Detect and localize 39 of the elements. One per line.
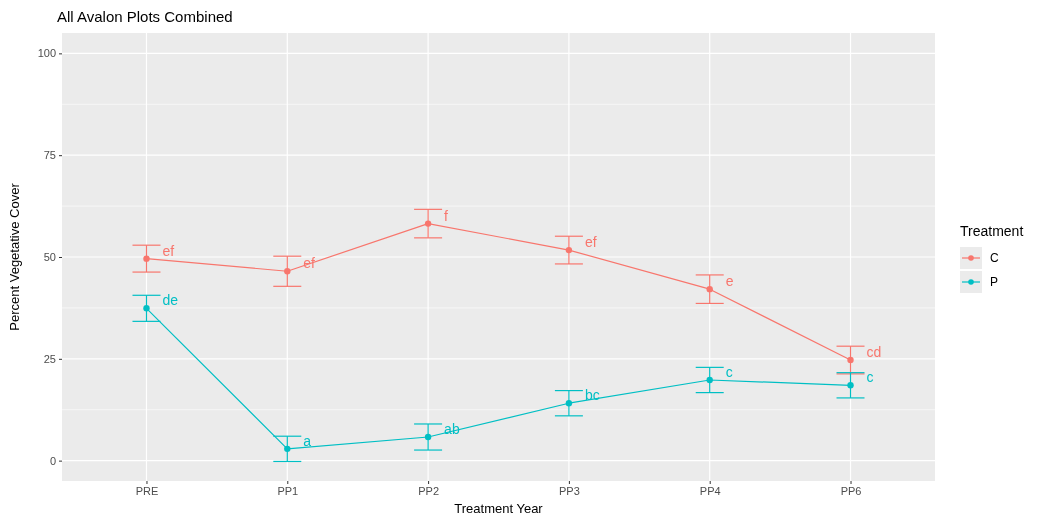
- legend-label: C: [990, 251, 999, 265]
- data-label: a: [303, 432, 312, 449]
- data-label: c: [725, 364, 733, 380]
- x-tick-label: PP3: [559, 484, 580, 497]
- y-tick-label: 100: [37, 47, 56, 60]
- y-tick-label: 0: [49, 454, 56, 467]
- point: [565, 400, 573, 407]
- point: [706, 376, 713, 384]
- x-tick-label: PP6: [840, 484, 862, 497]
- data-label: ef: [162, 242, 175, 259]
- point: [143, 255, 150, 262]
- data-label: bc: [584, 387, 600, 404]
- point: [706, 285, 713, 293]
- point: [565, 246, 573, 254]
- point: [284, 268, 291, 275]
- x-tick-label: PRE: [135, 484, 159, 497]
- point: [284, 445, 291, 453]
- chart-title: All Avalon Plots Combined: [57, 8, 233, 25]
- y-tick-label: 50: [43, 251, 56, 264]
- y-axis-title: Percent Vegetative Cover: [7, 182, 22, 331]
- legend-title: Treatment: [960, 223, 1024, 239]
- data-label: f: [444, 207, 449, 224]
- data-label: c: [866, 369, 874, 386]
- x-tick-label: PP2: [418, 484, 439, 497]
- data-label: de: [162, 292, 179, 309]
- point: [424, 433, 432, 441]
- point: [143, 305, 150, 312]
- y-tick-label: 25: [43, 352, 56, 365]
- legend-label: P: [990, 275, 999, 289]
- data-label: e: [725, 273, 734, 290]
- x-tick-label: PP1: [277, 484, 299, 497]
- point: [847, 382, 854, 389]
- data-label: cd: [866, 344, 882, 361]
- point: [847, 356, 854, 364]
- x-axis-title: Treatment Year: [454, 501, 544, 516]
- point: [424, 220, 432, 227]
- y-tick-label: 75: [43, 149, 56, 162]
- x-tick-label: PP4: [699, 484, 721, 497]
- data-label: ef: [584, 234, 597, 251]
